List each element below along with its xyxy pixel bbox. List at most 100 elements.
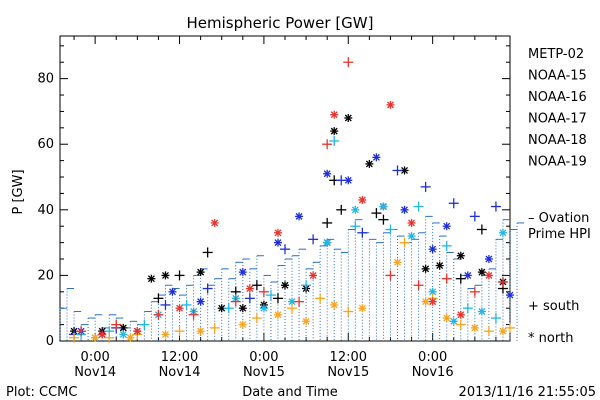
metp-02-north-point xyxy=(400,166,409,175)
noaa-15-south-point xyxy=(469,211,480,222)
noaa-16-south-point xyxy=(265,290,276,301)
noaa-16-north-point xyxy=(379,202,388,211)
metp-02-north-point xyxy=(365,159,374,168)
noaa-18-north-point xyxy=(442,314,451,323)
noaa-18-north-point xyxy=(393,258,402,267)
noaa-15-south-point xyxy=(280,244,290,255)
y-tick-label: 60 xyxy=(37,137,54,152)
noaa-16-south-point xyxy=(329,135,340,146)
noaa-18-north-point xyxy=(358,304,367,313)
noaa-19-south-point xyxy=(497,276,508,287)
noaa-19-south-point xyxy=(441,273,452,284)
x-tick-date: Nov15 xyxy=(243,365,285,380)
marker-stroke xyxy=(309,271,317,279)
metp-02-north-point xyxy=(196,268,205,277)
marker-stroke xyxy=(351,206,359,214)
noaa-19-south-point xyxy=(385,270,396,281)
marker-stroke xyxy=(162,271,169,279)
noaa-18-south-point xyxy=(287,303,298,314)
marker-stroke xyxy=(401,206,408,214)
x-tick-time: 0:00 xyxy=(249,350,278,365)
x-tick-time: 12:00 xyxy=(330,350,367,365)
marker-stroke xyxy=(246,285,254,292)
marker-stroke xyxy=(211,219,219,227)
metp-02-south-point xyxy=(455,273,466,284)
x-tick-date: Nov16 xyxy=(412,365,454,380)
marker-stroke xyxy=(197,268,205,276)
x-tick-date: Nov15 xyxy=(327,365,369,380)
marker-stroke xyxy=(274,311,282,319)
noaa-19-north-point xyxy=(407,218,416,227)
metp-02-south-point xyxy=(336,204,347,215)
noaa-15-south-point xyxy=(420,181,431,192)
metp-02-north-point xyxy=(456,251,465,260)
ovation-label-line2: Prime HPI xyxy=(528,227,591,242)
marker-stroke xyxy=(281,281,289,289)
axis-ticks: 0204060800:00Nov1412:00Nov140:00Nov1512:… xyxy=(37,36,510,380)
noaa-15-north-point xyxy=(372,153,381,162)
noaa-16-north-point xyxy=(477,307,486,316)
marker-stroke xyxy=(457,311,465,319)
metp-02-north-point xyxy=(421,264,430,273)
marker-stroke xyxy=(422,298,430,306)
noaa-16-north-point xyxy=(449,317,458,326)
marker-stroke xyxy=(323,239,331,247)
marker-legend-north: * north xyxy=(528,331,574,346)
marker-stroke xyxy=(133,327,141,335)
marker-stroke xyxy=(330,127,338,135)
noaa-18-south-point xyxy=(69,332,80,343)
marker-stroke xyxy=(239,304,247,312)
noaa-18-north-point xyxy=(302,317,311,326)
metp-02-north-point xyxy=(238,304,247,313)
noaa-18-south-point xyxy=(104,332,115,343)
noaa-16-south-point xyxy=(350,221,361,232)
marker-stroke xyxy=(365,160,373,168)
chart-title: Hemispheric Power [GW] xyxy=(187,14,374,32)
marker-stroke xyxy=(485,271,493,279)
marker-stroke xyxy=(457,252,465,260)
footer-left: Plot: CCMC xyxy=(6,385,77,400)
satellite-legend: METP-02 NOAA-15 NOAA-16 NOAA-17 NOAA-18 NOAA-… xyxy=(528,47,587,170)
marker-stroke xyxy=(218,304,226,312)
noaa-18-south-point xyxy=(483,326,494,337)
noaa-16-north-point xyxy=(323,238,332,247)
noaa-19-north-point xyxy=(358,195,367,204)
noaa-16-south-point xyxy=(223,303,234,314)
noaa-16-south-point xyxy=(181,299,192,310)
noaa-16-south-point xyxy=(385,224,396,235)
y-tick-label: 0 xyxy=(46,334,54,349)
marker-stroke xyxy=(295,212,303,220)
marker-stroke xyxy=(119,330,127,338)
noaa-19-north-point xyxy=(245,284,254,293)
marker-stroke xyxy=(394,258,401,266)
metp-02-north-point xyxy=(344,113,353,122)
noaa-15-north-point xyxy=(463,271,472,280)
marker-stroke xyxy=(162,330,169,338)
marker-stroke xyxy=(429,288,437,296)
satellite-points xyxy=(69,57,515,343)
marker-stroke xyxy=(429,245,437,253)
marker-stroke xyxy=(197,298,205,306)
noaa-16-north-point xyxy=(351,205,360,214)
y-tick-label: 20 xyxy=(37,268,54,283)
noaa-19-south-point xyxy=(294,296,305,307)
noaa-19-south-point xyxy=(188,309,199,320)
noaa-19-south-point xyxy=(76,326,87,337)
x-tick-time: 0:00 xyxy=(418,350,447,365)
y-tick-label: 80 xyxy=(37,72,54,87)
noaa-16-north-point xyxy=(498,228,507,237)
noaa-18-north-point xyxy=(330,300,339,309)
noaa-15-south-point xyxy=(448,198,459,209)
noaa-18-north-point xyxy=(498,327,507,336)
marker-stroke xyxy=(450,317,458,325)
marker-stroke xyxy=(98,330,106,338)
marker-stroke xyxy=(443,222,451,230)
noaa-15-south-point xyxy=(202,283,213,294)
marker-stroke xyxy=(330,111,338,119)
marker-stroke xyxy=(91,334,99,342)
marker-stroke xyxy=(344,114,352,122)
marker-stroke xyxy=(302,317,310,325)
noaa-15-south-point xyxy=(392,165,403,176)
marker-stroke xyxy=(274,229,282,237)
x-tick-time: 0:00 xyxy=(81,350,110,365)
